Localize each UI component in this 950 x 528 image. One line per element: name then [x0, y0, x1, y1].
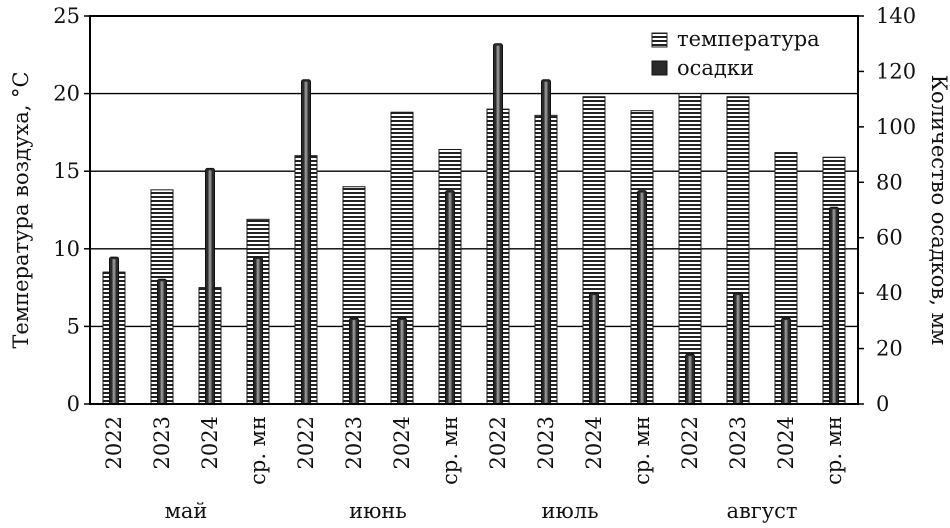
- precipitation-bar-highlight: [112, 259, 116, 403]
- precipitation-bar-highlight: [496, 45, 500, 403]
- precipitation-bar-highlight: [784, 320, 788, 403]
- precipitation-bar-highlight: [640, 192, 644, 403]
- x-tick-label: ср. мн: [246, 416, 270, 485]
- group-labels: май июнь июль август: [165, 499, 798, 523]
- precipitation-bar-highlight: [448, 192, 452, 403]
- left-tick-label: 10: [53, 237, 80, 261]
- precipitation-bar-highlight: [544, 81, 548, 403]
- precipitation-bar-highlight: [160, 281, 164, 403]
- month-label: июнь: [349, 499, 407, 523]
- right-tick-label: 20: [876, 337, 903, 361]
- precipitation-bar-highlight: [688, 356, 692, 403]
- left-tick-label: 25: [53, 4, 80, 28]
- legend-label-temperature: температура: [677, 27, 820, 51]
- precipitation-bar-highlight: [304, 81, 308, 403]
- right-tick-label: 100: [876, 115, 916, 139]
- month-label: май: [165, 499, 208, 523]
- x-tick-label: 2023: [534, 416, 558, 469]
- precipitation-bar-highlight: [256, 259, 260, 403]
- right-tick-label: 80: [876, 170, 903, 194]
- precipitation-bar-highlight: [400, 320, 404, 403]
- right-tick-label: 0: [876, 392, 889, 416]
- legend-label-precipitation: осадки: [677, 56, 754, 80]
- x-tick-label: ср. мн: [438, 416, 462, 485]
- right-axis-title: Количество осадков, мм: [927, 75, 950, 346]
- x-tick-label: 2022: [102, 416, 126, 469]
- left-tick-label: 5: [67, 314, 80, 338]
- left-tick-label: 15: [53, 159, 80, 183]
- legend-swatch-precipitation: [651, 60, 668, 76]
- left-axis: 0 5 10 15 20 25: [53, 4, 90, 416]
- precipitation-bar-highlight: [736, 295, 740, 403]
- right-tick-label: 140: [876, 4, 916, 28]
- temperature-bars: [102, 93, 846, 405]
- right-tick-label: 60: [876, 226, 903, 250]
- x-tick-label: 2023: [342, 416, 366, 469]
- x-tick-label: ср. мн: [630, 416, 654, 485]
- x-axis: 2022 2023 2024 ср. мн 2022 2023 2024 ср. мн 2022…: [102, 416, 846, 485]
- x-tick-label: 2022: [486, 416, 510, 469]
- month-label: июль: [541, 499, 598, 523]
- precipitation-bar-highlight: [352, 320, 356, 403]
- left-axis-title: Температура воздуха, °C: [9, 71, 33, 348]
- plot-frame: [89, 15, 859, 405]
- precipitation-bars: [109, 43, 839, 405]
- precipitation-bar-highlight: [832, 209, 836, 403]
- x-tick-label: 2023: [150, 416, 174, 469]
- left-tick-label: 20: [53, 82, 80, 106]
- precipitation-bar-highlight: [208, 170, 212, 403]
- legend: температура осадки: [651, 27, 820, 80]
- right-axis: 0 20 40 60 80 100 120 140: [858, 4, 916, 416]
- x-tick-label: 2024: [390, 416, 414, 469]
- x-tick-label: 2022: [678, 416, 702, 469]
- x-tick-label: 2024: [582, 416, 606, 469]
- x-tick-label: ср. мн: [822, 416, 846, 485]
- x-tick-label: 2024: [198, 416, 222, 469]
- x-tick-label: 2024: [774, 416, 798, 469]
- right-tick-label: 40: [876, 281, 903, 305]
- left-tick-label: 0: [67, 392, 80, 416]
- right-tick-label: 120: [876, 59, 916, 83]
- x-tick-label: 2023: [726, 416, 750, 469]
- month-label: август: [726, 499, 797, 523]
- legend-swatch-temperature: [651, 32, 668, 48]
- precipitation-bar-highlight: [592, 295, 596, 403]
- x-tick-label: 2022: [294, 416, 318, 469]
